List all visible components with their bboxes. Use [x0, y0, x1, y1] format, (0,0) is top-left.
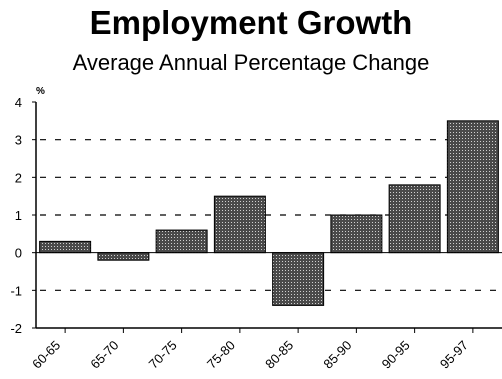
- x-tick-label: 85-90: [320, 338, 354, 372]
- bar: [97, 252, 150, 261]
- bar: [446, 120, 499, 254]
- y-tick-label: -2: [10, 321, 22, 336]
- y-tick-label: 2: [15, 170, 22, 185]
- x-tick-label: 60-65: [29, 338, 63, 372]
- bar: [213, 195, 266, 254]
- bar: [330, 214, 383, 254]
- gridlines: [40, 139, 502, 291]
- x-tick-label: 95-97: [437, 338, 471, 372]
- bar: [155, 229, 208, 254]
- bars: [39, 120, 499, 306]
- chart-title: Employment Growth: [89, 4, 413, 41]
- y-tick-label: 3: [15, 133, 22, 148]
- y-tick-label: 1: [15, 208, 22, 223]
- chart-subtitle: Average Annual Percentage Change: [72, 50, 430, 75]
- x-tick-label: 80-85: [262, 338, 296, 372]
- x-tick-label: 70-75: [146, 338, 180, 372]
- x-tick-label: 75-80: [204, 338, 238, 372]
- x-tick-label: 90-95: [379, 338, 413, 372]
- y-tick-label: -1: [10, 283, 22, 298]
- bar: [272, 252, 325, 306]
- y-tick-label: 0: [15, 246, 22, 261]
- bar: [39, 240, 92, 254]
- bar: [388, 184, 441, 254]
- x-tick-label: 65-70: [87, 338, 121, 372]
- y-axis-unit-label: %: [36, 86, 45, 97]
- y-tick-label: 4: [15, 95, 22, 110]
